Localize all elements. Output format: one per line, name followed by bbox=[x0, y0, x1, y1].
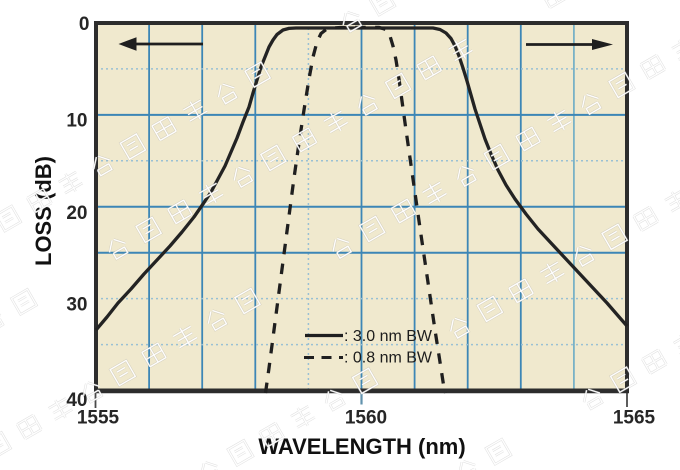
svg-text:10: 10 bbox=[66, 110, 87, 131]
svg-text:20: 20 bbox=[66, 203, 87, 224]
svg-text:1565: 1565 bbox=[613, 408, 656, 429]
svg-text:1560: 1560 bbox=[345, 408, 387, 429]
svg-text:: 3.0 nm BW: : 3.0 nm BW bbox=[344, 328, 433, 345]
svg-text:0: 0 bbox=[79, 14, 90, 35]
svg-text:1555: 1555 bbox=[77, 408, 120, 429]
svg-text:: 0.8 nm BW: : 0.8 nm BW bbox=[344, 350, 433, 367]
svg-text:30: 30 bbox=[66, 295, 87, 316]
svg-text:WAVELENGTH (nm): WAVELENGTH (nm) bbox=[258, 434, 465, 459]
svg-text:40: 40 bbox=[66, 390, 87, 411]
